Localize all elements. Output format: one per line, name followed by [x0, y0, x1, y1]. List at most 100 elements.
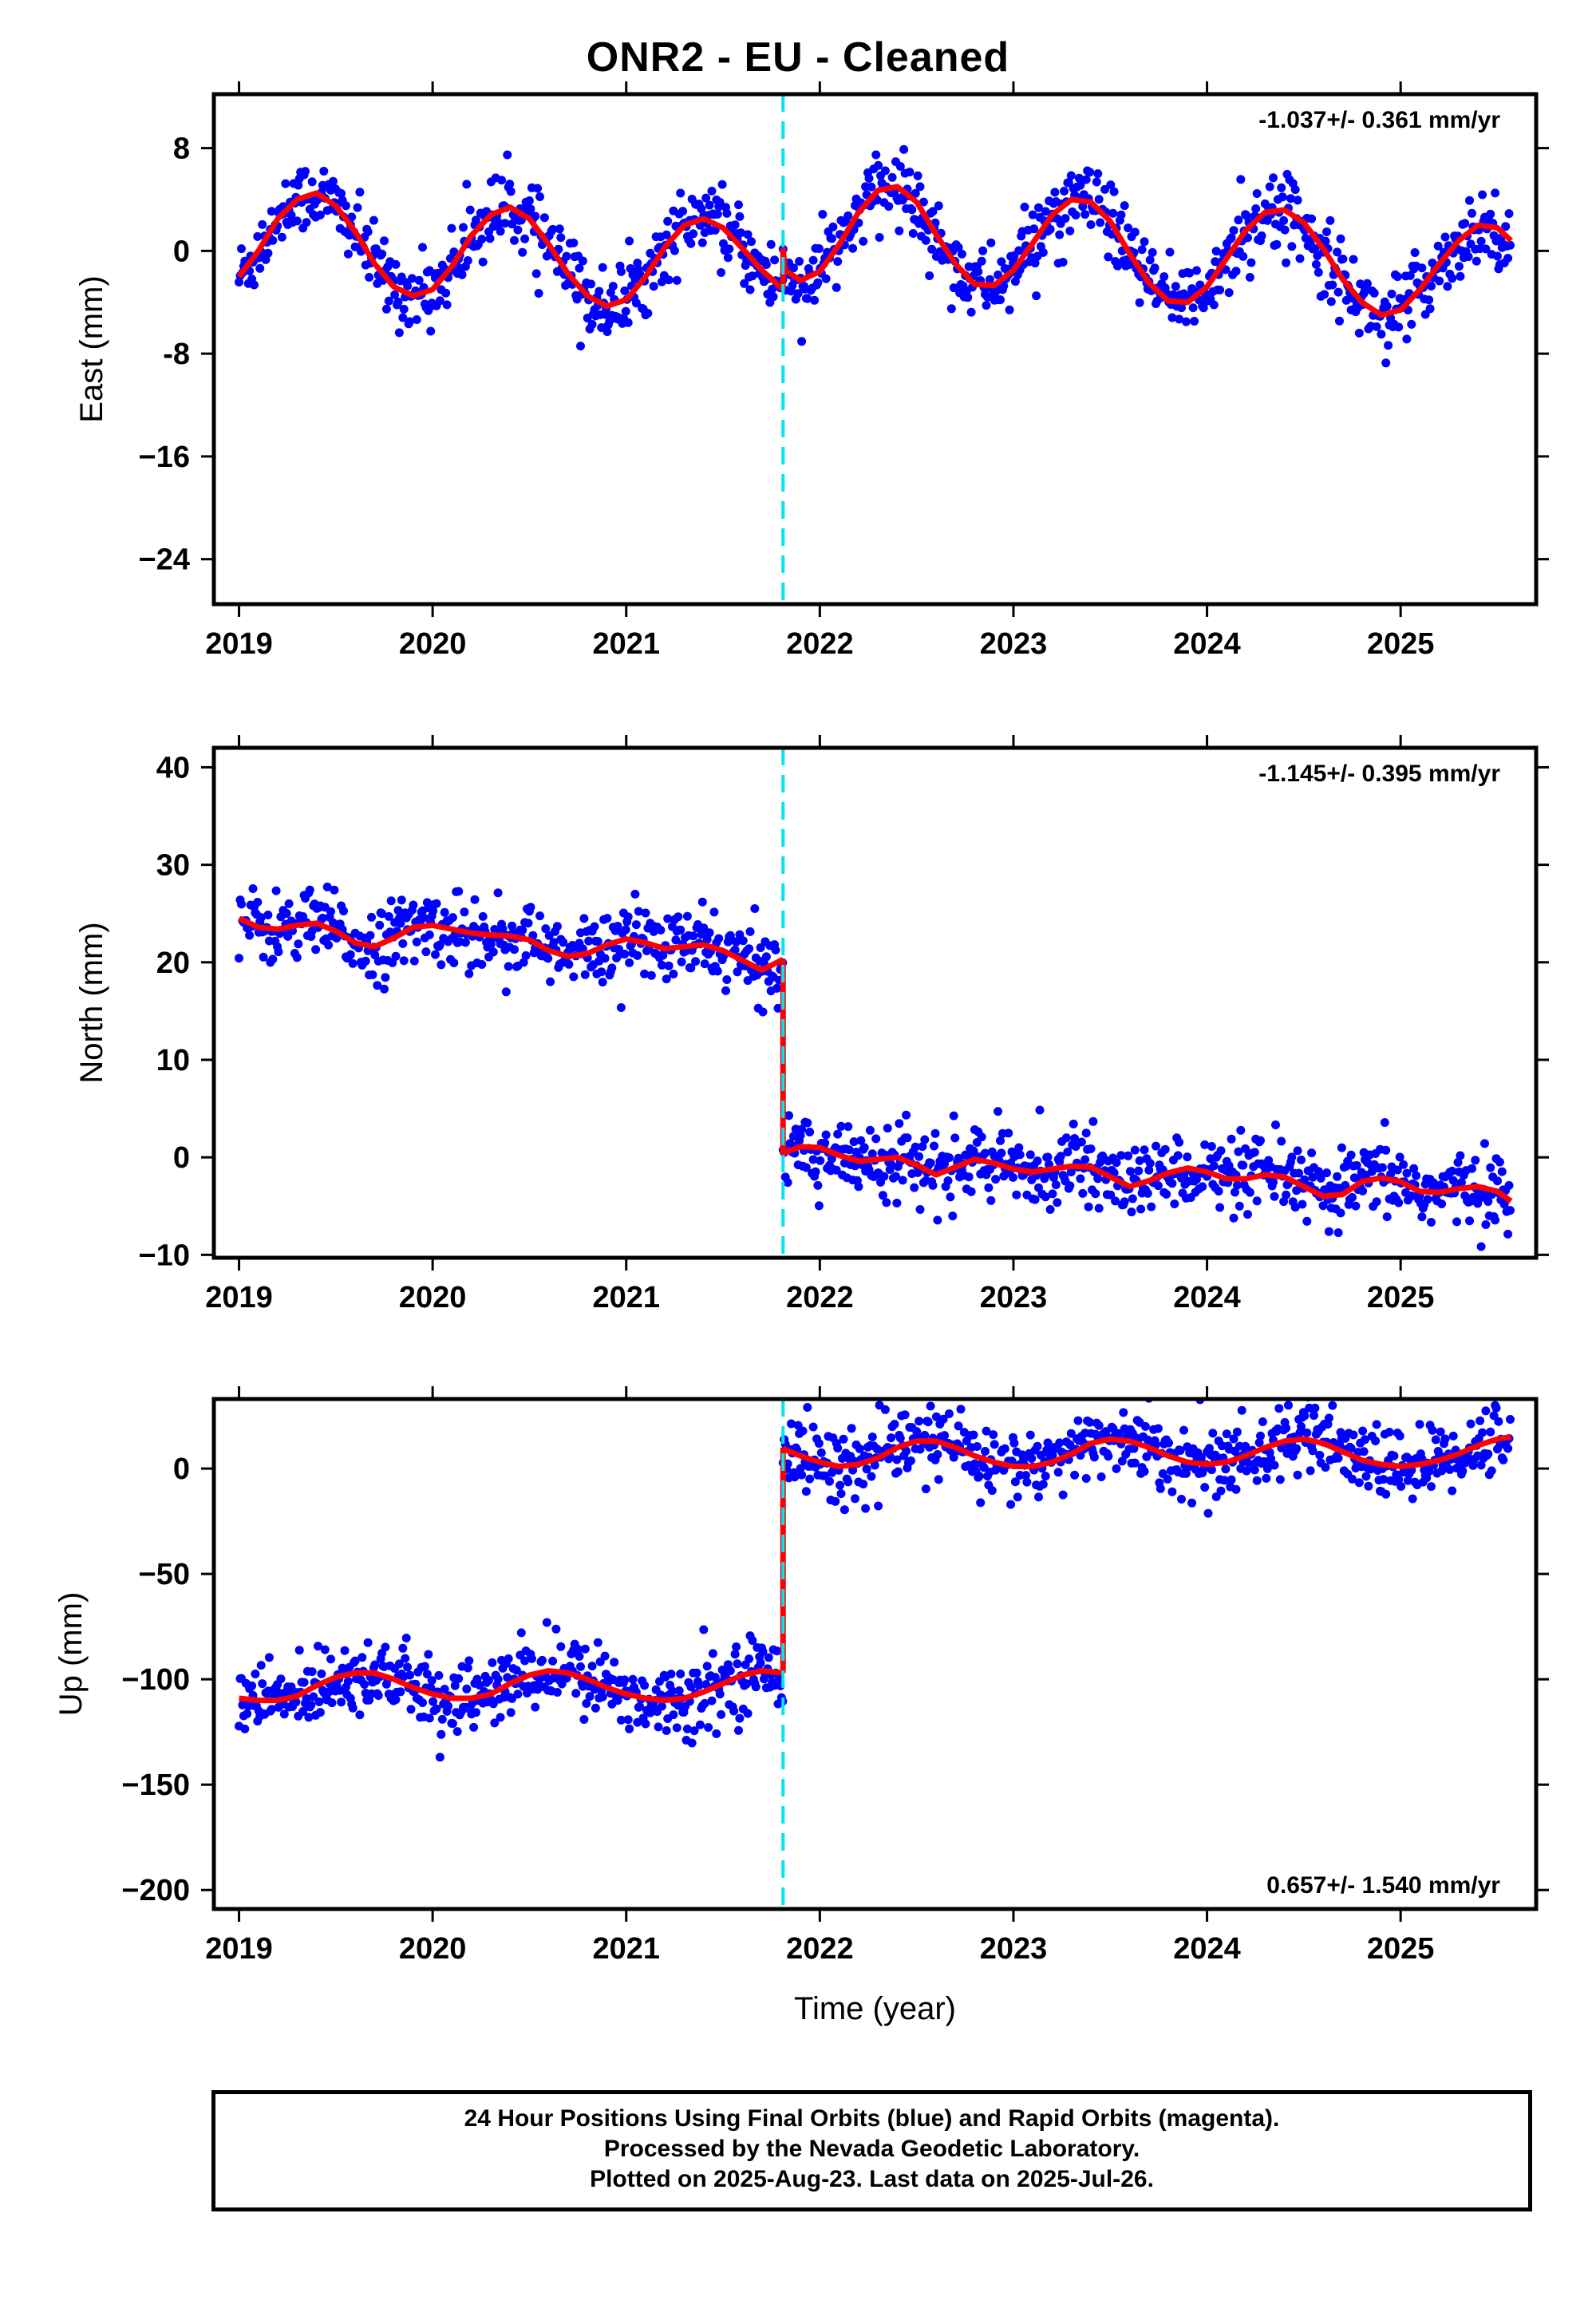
data-point — [1292, 1186, 1302, 1196]
data-point — [1481, 244, 1491, 254]
data-point — [1069, 1389, 1078, 1398]
data-point — [1302, 1428, 1312, 1437]
data-point — [879, 1172, 889, 1181]
data-point — [630, 889, 640, 899]
data-point — [346, 950, 355, 959]
data-point — [1106, 180, 1116, 190]
data-point — [412, 315, 421, 324]
data-point — [440, 907, 449, 917]
data-point — [1282, 1190, 1291, 1199]
data-point — [686, 963, 696, 973]
data-point — [821, 1130, 831, 1140]
data-point — [643, 309, 653, 318]
data-point — [548, 1656, 558, 1666]
data-point — [771, 945, 780, 954]
data-point — [365, 931, 375, 940]
data-point — [384, 911, 393, 921]
data-point — [1126, 1167, 1135, 1176]
data-point — [1440, 232, 1450, 242]
data-point — [493, 888, 503, 898]
data-point — [756, 1658, 765, 1668]
data-point — [891, 1172, 900, 1181]
data-point — [623, 318, 633, 327]
data-point — [1167, 1487, 1177, 1496]
data-point — [991, 1175, 1001, 1184]
data-point — [1307, 214, 1317, 223]
data-point — [1325, 215, 1335, 225]
y-tick-label: −24 — [139, 543, 190, 577]
plot-frame — [211, 745, 1539, 1260]
data-point — [1211, 1492, 1221, 1501]
data-point — [1175, 1446, 1185, 1455]
x-tick-label: 2022 — [786, 1281, 854, 1314]
model-line — [780, 184, 1513, 318]
data-point — [510, 945, 519, 954]
data-point — [1183, 1152, 1192, 1162]
data-point — [940, 1431, 950, 1441]
data-point — [398, 1643, 408, 1653]
data-point — [956, 1405, 966, 1414]
data-point — [1171, 282, 1180, 291]
data-point — [518, 926, 527, 935]
data-point — [949, 1111, 958, 1120]
data-point — [1493, 1176, 1502, 1186]
data-point — [1053, 1198, 1062, 1207]
data-point — [1207, 1465, 1216, 1475]
data-point — [279, 1709, 289, 1719]
data-point — [535, 911, 544, 921]
data-point — [1145, 1159, 1155, 1168]
data-point — [1335, 316, 1344, 326]
data-point — [1159, 272, 1169, 282]
data-point — [616, 1715, 626, 1725]
data-point — [1135, 1156, 1144, 1165]
data-point — [391, 951, 401, 961]
data-point — [620, 286, 630, 295]
data-point — [454, 887, 464, 896]
data-point — [1053, 1468, 1063, 1477]
data-point — [892, 1455, 902, 1464]
data-point — [1287, 1152, 1297, 1162]
data-points — [235, 1389, 1515, 1762]
data-point — [1104, 1452, 1113, 1461]
data-point — [1229, 226, 1238, 235]
data-point — [330, 885, 339, 895]
data-point — [542, 1618, 551, 1627]
data-point — [1354, 1478, 1364, 1488]
data-point — [549, 938, 559, 947]
data-point — [1280, 225, 1290, 235]
data-point — [1235, 1201, 1244, 1211]
data-point — [1468, 208, 1476, 218]
data-point — [986, 238, 996, 247]
data-point — [981, 1447, 990, 1456]
data-point — [669, 970, 678, 978]
data-point — [1211, 257, 1220, 267]
data-point — [452, 1727, 462, 1737]
data-point — [772, 1646, 781, 1656]
y-tick-label: −150 — [121, 1769, 190, 1802]
data-point — [1322, 1168, 1331, 1178]
data-point — [1106, 1190, 1116, 1199]
data-point — [426, 326, 436, 336]
data-point — [1464, 252, 1473, 262]
data-point — [1084, 1202, 1093, 1211]
data-point — [1308, 1446, 1317, 1456]
data-point — [1200, 1483, 1210, 1492]
data-point — [315, 210, 325, 219]
data-point — [1209, 300, 1219, 310]
data-point — [1162, 1189, 1171, 1199]
data-point — [523, 919, 533, 928]
data-point — [1243, 1458, 1252, 1468]
data-point — [398, 939, 408, 948]
data-point — [692, 1668, 701, 1678]
data-point — [418, 1698, 427, 1707]
data-point — [798, 1426, 808, 1436]
plot-frame — [211, 1397, 1539, 1911]
data-point — [1091, 1189, 1100, 1199]
data-point — [1175, 1137, 1184, 1147]
data-point — [1036, 1450, 1045, 1460]
data-point — [1351, 1201, 1361, 1211]
data-point — [784, 1111, 793, 1120]
data-point — [1328, 1401, 1337, 1410]
data-point — [1465, 196, 1474, 205]
data-point — [251, 1670, 260, 1678]
